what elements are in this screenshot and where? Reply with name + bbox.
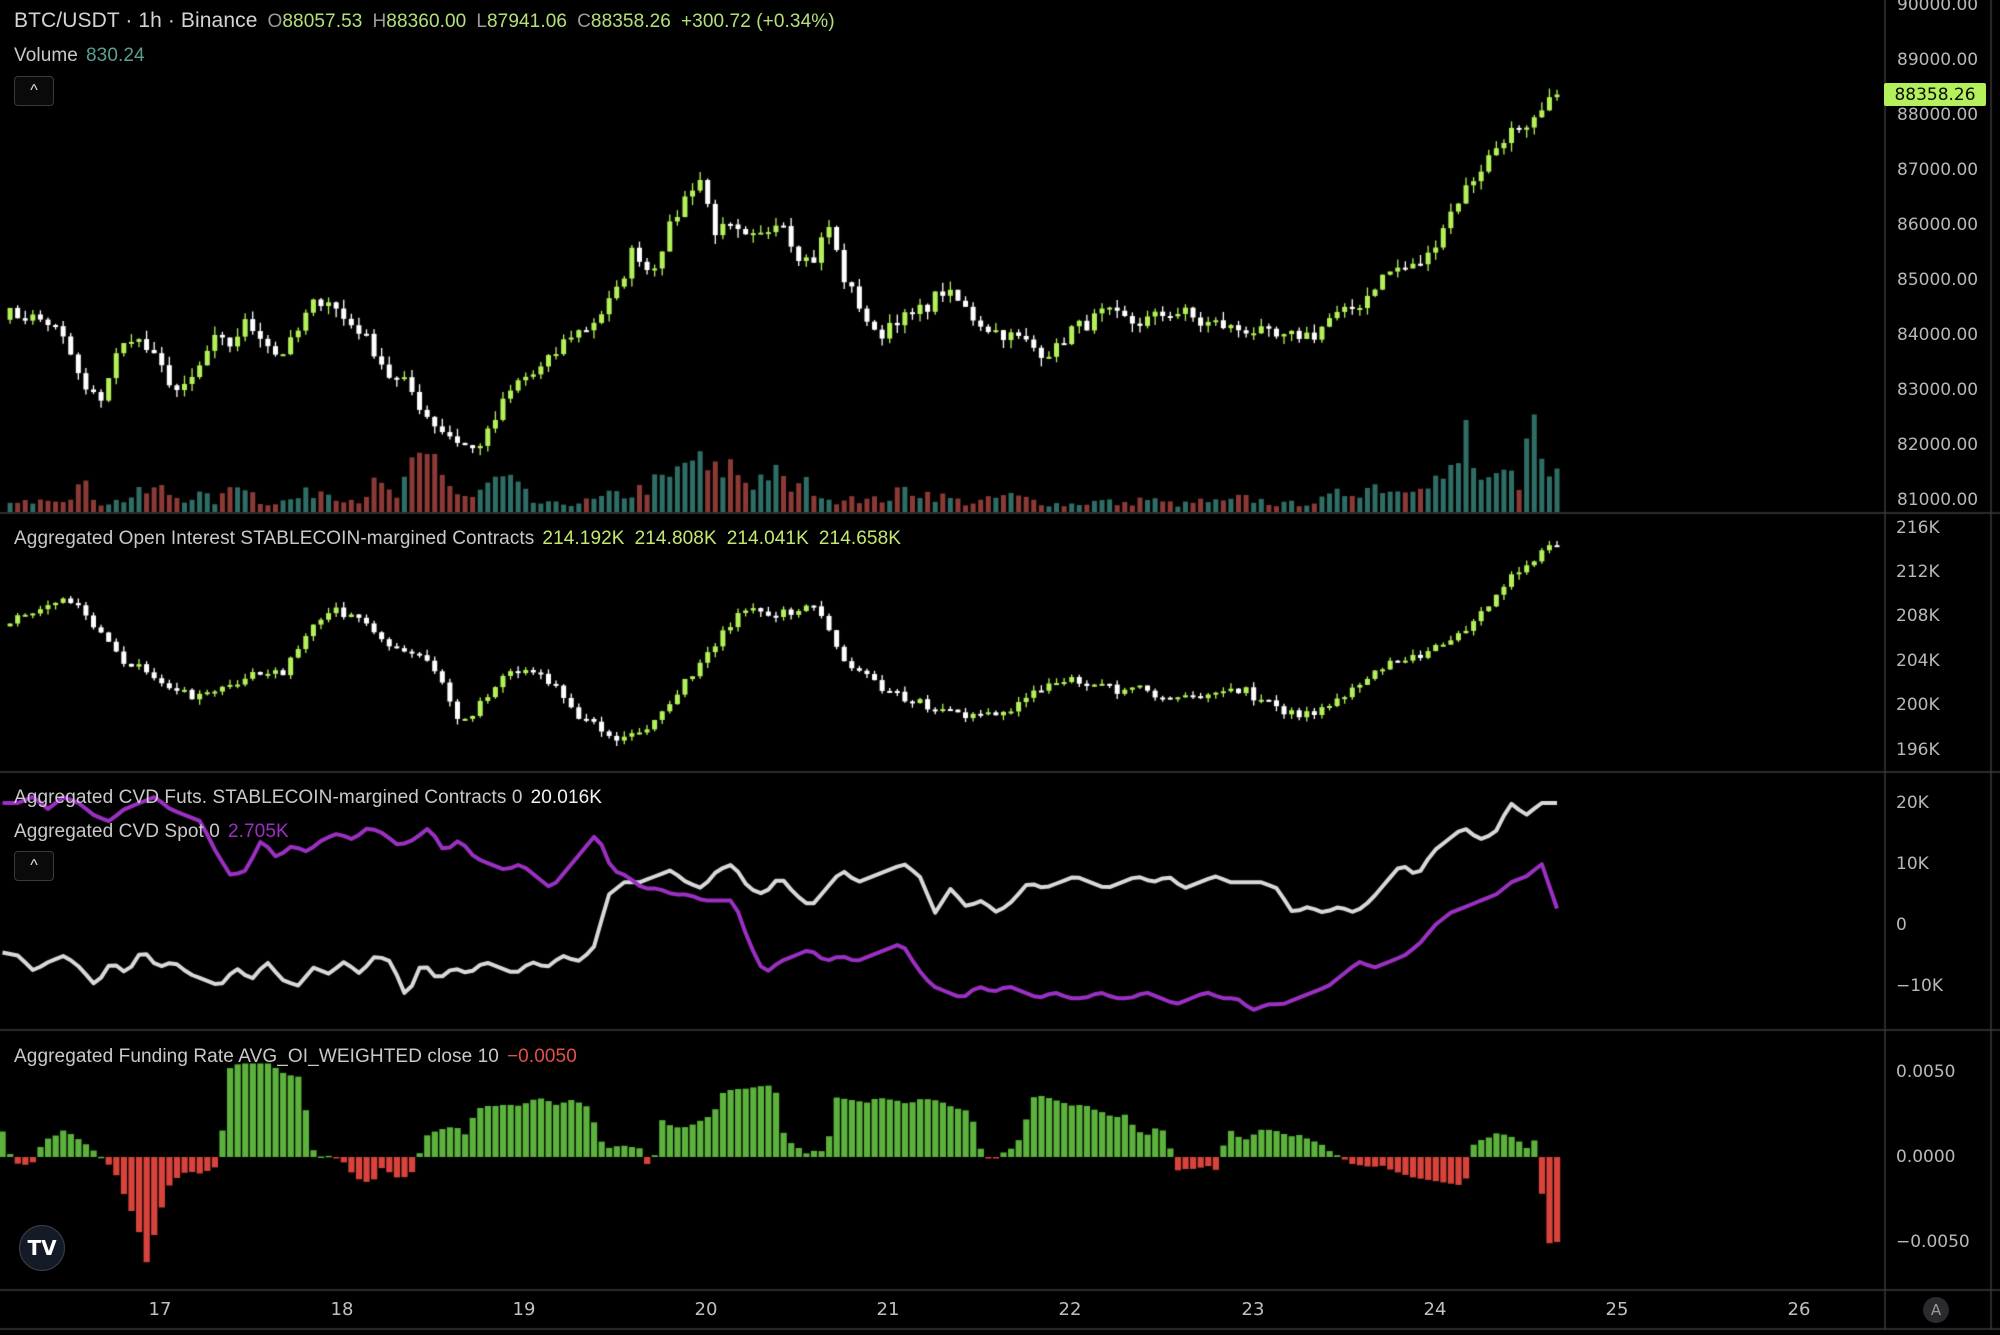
collapse-main-legend-button[interactable]: ^: [14, 76, 54, 106]
high-label: H: [372, 11, 387, 32]
cvd-tick: 20K: [1896, 793, 1929, 813]
collapse-cvd-legend-button[interactable]: ^: [14, 851, 54, 881]
cvd-futs-title[interactable]: Aggregated CVD Futs. STABLECOIN-margined…: [14, 787, 523, 808]
oi-tick: 212K: [1896, 562, 1940, 582]
funding-title[interactable]: Aggregated Funding Rate AVG_OI_WEIGHTED …: [14, 1046, 499, 1067]
low-label: L: [476, 11, 488, 32]
main-legend: BTC/USDT · 1h · Binance O88057.53 H88360.0…: [14, 9, 843, 33]
time-tick: 26: [1787, 1299, 1811, 1320]
cvd-spot-value: 2.705K: [227, 821, 289, 842]
price-tick: 82000.00: [1897, 435, 1979, 455]
funding-value: −0.0050: [506, 1046, 577, 1067]
cvd-spot-title[interactable]: Aggregated CVD Spot 0: [14, 821, 220, 842]
change-value: +300.72 (+0.34%): [680, 11, 835, 32]
oi-tick: 216K: [1896, 518, 1940, 538]
oi-title[interactable]: Aggregated Open Interest STABLECOIN-marg…: [14, 528, 535, 549]
auto-scale-button[interactable]: A: [1923, 1297, 1949, 1323]
price-tick: 84000.00: [1897, 325, 1979, 345]
funding-tick: 0.0000: [1896, 1147, 1956, 1167]
time-tick: 18: [330, 1299, 354, 1320]
cvd-tick: 10K: [1896, 854, 1929, 874]
oi-tick: 204K: [1896, 651, 1940, 671]
symbol-title[interactable]: BTC/USDT · 1h · Binance: [14, 9, 258, 32]
oi-open: 214.192K: [542, 528, 625, 549]
time-tick: 25: [1605, 1299, 1629, 1320]
funding-legend: Aggregated Funding Rate AVG_OI_WEIGHTED …: [14, 1046, 585, 1068]
oi-tick: 200K: [1896, 695, 1940, 715]
volume-legend: Volume 830.24: [14, 45, 153, 67]
oi-close: 214.658K: [818, 528, 902, 549]
funding-tick: −0.0050: [1896, 1232, 1970, 1252]
auto-scale-icon: A: [1930, 1301, 1942, 1319]
price-tick: 88000.00: [1897, 105, 1979, 125]
time-tick: 24: [1423, 1299, 1447, 1320]
time-tick: 20: [694, 1299, 718, 1320]
oi-tick: 208K: [1896, 606, 1940, 626]
price-tick: 90000.00: [1897, 0, 1979, 15]
time-tick: 22: [1058, 1299, 1082, 1320]
cvd-futs-value: 20.016K: [530, 787, 603, 808]
chevron-up-icon: ^: [30, 857, 38, 874]
low-value: 87941.06: [487, 11, 568, 32]
price-tick: 83000.00: [1897, 380, 1979, 400]
oi-legend: Aggregated Open Interest STABLECOIN-marg…: [14, 528, 911, 550]
tradingview-logo-icon: TV: [27, 1236, 57, 1260]
time-tick: 23: [1241, 1299, 1265, 1320]
close-value: 88358.26: [590, 11, 671, 32]
last-price-tag: 88358.26: [1884, 83, 1986, 106]
cvd-spot-legend: Aggregated CVD Spot 0 2.705K: [14, 821, 297, 843]
volume-value: 830.24: [85, 45, 145, 66]
cvd-futs-legend: Aggregated CVD Futs. STABLECOIN-margined…: [14, 787, 610, 809]
price-tick: 89000.00: [1897, 50, 1979, 70]
oi-high: 214.808K: [634, 528, 717, 549]
price-tick: 85000.00: [1897, 270, 1979, 290]
price-tick: 81000.00: [1897, 490, 1979, 510]
oi-tick: 196K: [1896, 740, 1940, 760]
oi-low: 214.041K: [726, 528, 809, 549]
price-tick: 87000.00: [1897, 160, 1979, 180]
time-tick: 17: [148, 1299, 172, 1320]
tradingview-logo[interactable]: TV: [19, 1225, 65, 1271]
chevron-up-icon: ^: [30, 82, 38, 99]
close-label: C: [577, 11, 591, 32]
cvd-tick: 0: [1896, 915, 1907, 935]
volume-label: Volume: [14, 45, 78, 66]
time-tick: 19: [512, 1299, 536, 1320]
cvd-tick: −10K: [1896, 976, 1944, 996]
open-value: 88057.53: [282, 11, 363, 32]
high-value: 88360.00: [386, 11, 467, 32]
open-label: O: [267, 11, 283, 32]
price-tick: 86000.00: [1897, 215, 1979, 235]
funding-tick: 0.0050: [1896, 1062, 1956, 1082]
time-tick: 21: [876, 1299, 900, 1320]
